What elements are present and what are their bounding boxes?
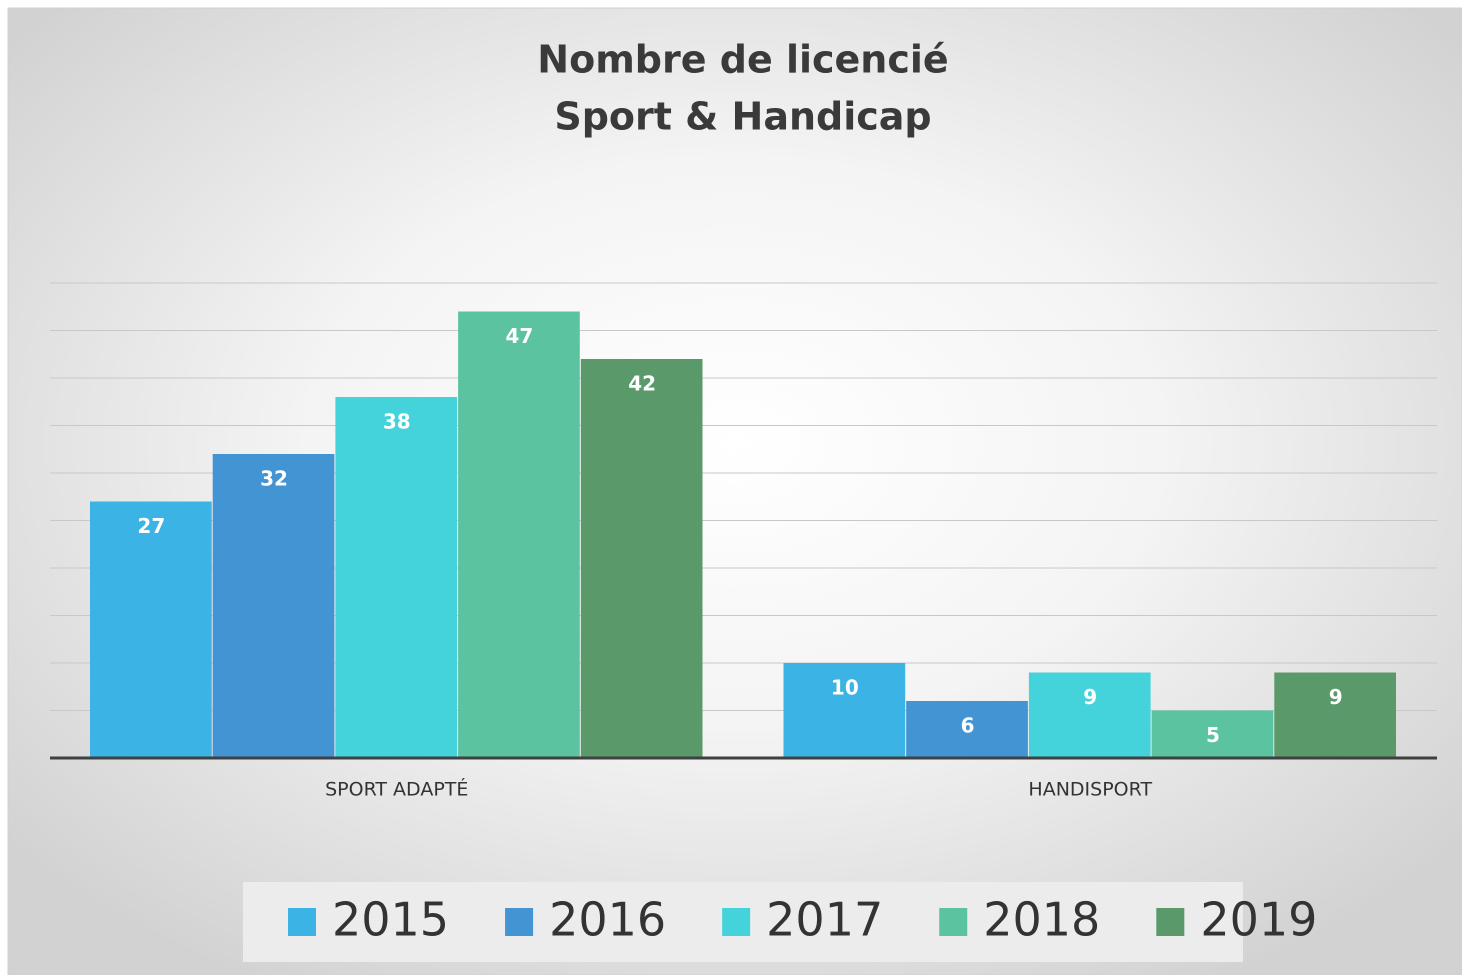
bar bbox=[783, 663, 906, 758]
bar bbox=[212, 454, 335, 758]
legend-label: 2018 bbox=[983, 893, 1100, 947]
data-label: 10 bbox=[831, 676, 859, 700]
chart-title: Nombre de licencié bbox=[537, 38, 948, 82]
bar bbox=[1151, 710, 1274, 758]
legend-label: 2015 bbox=[332, 893, 449, 947]
data-label: 42 bbox=[628, 372, 656, 396]
data-label: 5 bbox=[1206, 723, 1220, 747]
legend-swatch bbox=[722, 908, 751, 936]
chart-title: Sport & Handicap bbox=[554, 95, 931, 139]
data-label: 27 bbox=[137, 514, 165, 538]
legend-swatch bbox=[288, 908, 316, 936]
bar bbox=[90, 501, 212, 758]
legend-swatch bbox=[939, 908, 968, 936]
data-label: 47 bbox=[506, 324, 534, 348]
data-label: 6 bbox=[961, 714, 975, 738]
legend-swatch bbox=[1156, 908, 1185, 936]
bar bbox=[906, 701, 1028, 758]
data-label: 38 bbox=[383, 410, 411, 434]
x-tick-label: SPORT ADAPTÉ bbox=[325, 778, 468, 801]
data-label: 9 bbox=[1329, 685, 1343, 709]
bar bbox=[458, 311, 580, 758]
bar bbox=[1028, 672, 1151, 758]
x-tick-label: HANDISPORT bbox=[1028, 779, 1152, 801]
legend-label: 2017 bbox=[766, 893, 883, 947]
bar bbox=[580, 359, 703, 758]
legend-label: 2016 bbox=[549, 893, 666, 947]
data-label: 9 bbox=[1083, 685, 1097, 709]
bar bbox=[1274, 672, 1396, 758]
data-label: 32 bbox=[260, 467, 288, 491]
bar bbox=[335, 397, 458, 758]
legend-label: 2019 bbox=[1200, 893, 1317, 947]
legend-swatch bbox=[505, 908, 534, 936]
